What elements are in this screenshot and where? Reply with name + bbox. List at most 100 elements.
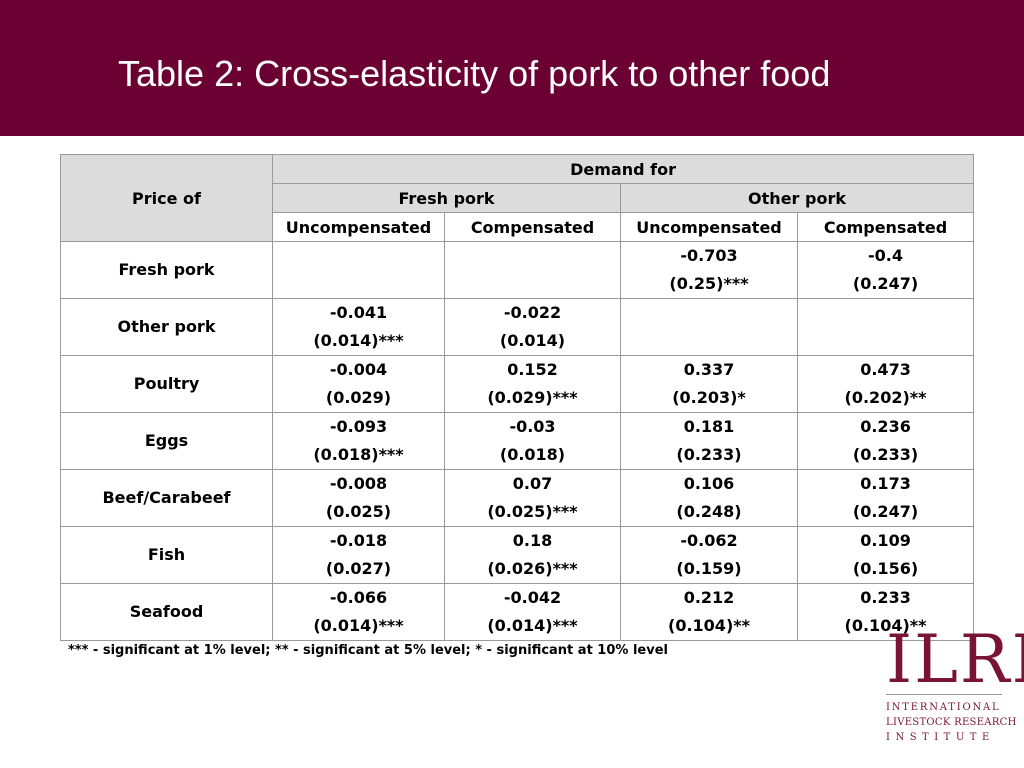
cell-std-error: (0.014) (499, 331, 566, 350)
table-cell (796, 298, 975, 356)
cell-value: 0.109 (860, 531, 911, 550)
row-label: Eggs (60, 412, 273, 470)
table-cell: 0.106 (0.248) (620, 469, 798, 527)
cell-std-error: (0.026)*** (487, 559, 578, 578)
row-label: Fish (60, 526, 273, 584)
table-cell: -0.093 (0.018)*** (272, 412, 445, 470)
table-cell: -0.004 (0.029) (272, 355, 445, 413)
cell-std-error: (0.104)** (668, 616, 750, 635)
cell-value: -0.093 (329, 417, 388, 436)
cell-value: 0.212 (683, 588, 735, 607)
logo-line-international: INTERNATIONAL (886, 702, 1001, 713)
cell-std-error: (0.025) (325, 502, 392, 521)
table-row: Seafood -0.066 (0.014)*** -0.042 (0.014)**… (60, 583, 975, 641)
table-row: Poultry -0.004 (0.029) 0.152 (0.029)*** 0.… (60, 355, 975, 413)
cell-value: 0.18 (512, 531, 553, 550)
cell-value: -0.4 (868, 246, 904, 265)
row-label: Fresh pork (60, 241, 273, 299)
cell-value: -0.062 (680, 531, 738, 550)
cell-std-error: (0.159) (676, 559, 742, 578)
cross-elasticity-table: Price of Demand for Fresh pork Other por… (60, 154, 975, 641)
column-header: Uncompensated (620, 212, 798, 242)
cell-value: 0.337 (683, 360, 735, 379)
cell-value: -0.004 (329, 360, 388, 379)
cell-std-error: (0.018) (499, 445, 566, 464)
slide-title: Table 2: Cross-elasticity of pork to oth… (118, 53, 831, 94)
table-cell: 0.236 (0.233) (796, 412, 975, 470)
cell-std-error: (0.014)*** (487, 616, 578, 635)
table-cell: -0.022 (0.014) (444, 298, 621, 356)
row-label: Beef/Carabeef (60, 469, 273, 527)
cell-std-error: (0.104)** (844, 616, 927, 635)
cell-std-error: (0.027) (325, 559, 392, 578)
logo-divider (886, 694, 1002, 695)
table-cell: 0.18 (0.026)*** (444, 526, 621, 584)
cell-std-error: (0.203)* (672, 388, 746, 407)
cell-value: 0.181 (683, 417, 735, 436)
cell-std-error: (0.156) (852, 559, 919, 578)
cell-value: 0.07 (512, 474, 553, 493)
cell-std-error: (0.018)*** (313, 445, 404, 464)
table-row: Other pork -0.041 (0.014)*** -0.022 (0.014… (60, 298, 975, 356)
cell-std-error: (0.247) (852, 502, 919, 521)
table-cell: -0.062 (0.159) (620, 526, 798, 584)
table-cell (444, 241, 621, 299)
cell-std-error: (0.014)*** (313, 331, 404, 350)
table-row: Beef/Carabeef -0.008 (0.025) 0.07 (0.025)*… (60, 469, 975, 527)
cell-value: 0.152 (507, 360, 558, 379)
cell-std-error: (0.233) (852, 445, 919, 464)
table-cell: -0.041 (0.014)*** (272, 298, 445, 356)
cell-value: -0.042 (503, 588, 562, 607)
table-cell: 0.07 (0.025)*** (444, 469, 621, 527)
subgroup-header: Other pork (619, 183, 975, 213)
cell-std-error: (0.014)*** (313, 616, 404, 635)
logo-line-institute: INSTITUTE (886, 732, 995, 743)
cell-std-error: (0.029)*** (487, 388, 578, 407)
table-cell: -0.703 (0.25)*** (620, 241, 798, 299)
cell-std-error: (0.233) (676, 445, 742, 464)
row-label: Seafood (60, 583, 273, 641)
table-cell: -0.066 (0.014)*** (272, 583, 445, 641)
table-cell: -0.042 (0.014)*** (444, 583, 621, 641)
cell-std-error: (0.029) (325, 388, 392, 407)
cell-std-error: (0.247) (852, 274, 919, 293)
cell-value: -0.008 (329, 474, 388, 493)
cell-std-error: (0.25)*** (669, 274, 749, 293)
cell-value: 0.233 (860, 588, 911, 607)
column-header: Uncompensated (272, 212, 445, 242)
table-row: Eggs -0.093 (0.018)*** -0.03 (0.018) 0.181… (60, 412, 975, 470)
table-cell: -0.03 (0.018) (444, 412, 621, 470)
table-cell: -0.008 (0.025) (272, 469, 445, 527)
table-cell: 0.109 (0.156) (796, 526, 975, 584)
subgroup-header: Fresh pork (272, 183, 621, 213)
table-cell: -0.4 (0.247) (796, 241, 975, 299)
cell-value: -0.066 (329, 588, 388, 607)
table-cell (272, 241, 445, 299)
table-cell: 0.473 (0.202)** (796, 355, 975, 413)
cell-value: 0.173 (860, 474, 911, 493)
row-label: Other pork (60, 298, 273, 356)
title-band: Table 2: Cross-elasticity of pork to oth… (0, 0, 1024, 136)
cell-value: -0.041 (329, 303, 388, 322)
column-header: Compensated (444, 212, 621, 242)
cell-value: 0.236 (860, 417, 911, 436)
cell-value: -0.022 (503, 303, 562, 322)
table-cell: 0.212 (0.104)** (620, 583, 798, 641)
logo-line-livestock-research: LIVESTOCK RESEARCH (886, 717, 1017, 728)
cell-value: 0.106 (683, 474, 735, 493)
table-row: Fish -0.018 (0.027) 0.18 (0.026)*** -0.062… (60, 526, 975, 584)
table-cell: 0.181 (0.233) (620, 412, 798, 470)
cell-std-error: (0.202)** (844, 388, 927, 407)
significance-footnote: *** - significant at 1% level; ** - sign… (68, 643, 668, 658)
table-cell: 0.233 (0.104)** (796, 583, 975, 641)
table-cell: -0.018 (0.027) (272, 526, 445, 584)
table-row: Fresh pork -0.703 (0.25)*** -0.4 (0.247) (60, 241, 975, 299)
row-label: Poultry (60, 355, 273, 413)
cell-value: -0.018 (329, 531, 388, 550)
cell-value: -0.703 (680, 246, 738, 265)
cell-value: 0.473 (860, 360, 911, 379)
table-cell: 0.152 (0.029)*** (444, 355, 621, 413)
table-cell: 0.337 (0.203)* (620, 355, 798, 413)
